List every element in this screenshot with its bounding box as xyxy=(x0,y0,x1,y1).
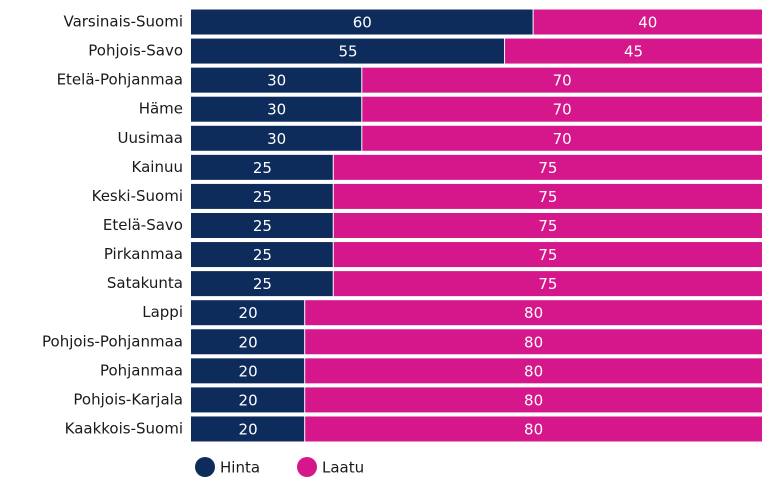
bar-segment xyxy=(191,67,362,93)
value-label: 40 xyxy=(638,14,657,32)
bar-segment xyxy=(362,125,762,151)
category-label: Pohjois-Savo xyxy=(88,42,183,60)
bar-segment xyxy=(533,9,762,35)
value-label: 75 xyxy=(538,275,557,293)
bar-segment xyxy=(305,416,762,442)
legend-marker xyxy=(195,457,215,477)
bar-segment xyxy=(191,9,533,35)
bar-segment xyxy=(191,358,305,384)
bar-segment xyxy=(191,329,305,355)
value-label: 55 xyxy=(338,43,357,61)
bar-segment xyxy=(333,154,762,180)
value-label: 30 xyxy=(267,130,286,148)
value-label: 75 xyxy=(538,246,557,264)
bar-segment xyxy=(333,242,762,268)
bar-segment xyxy=(333,212,762,238)
value-label: 75 xyxy=(538,159,557,177)
value-label: 80 xyxy=(524,304,543,322)
bar-segment xyxy=(362,67,762,93)
value-label: 25 xyxy=(253,246,272,264)
bar-segment xyxy=(305,300,762,326)
value-label: 25 xyxy=(253,188,272,206)
category-label: Pohjois-Pohjanmaa xyxy=(42,332,183,350)
value-label: 20 xyxy=(239,333,258,351)
value-label: 75 xyxy=(538,188,557,206)
bar-segment xyxy=(191,38,505,64)
bar-segment xyxy=(305,329,762,355)
category-label: Lappi xyxy=(142,303,183,321)
value-label: 25 xyxy=(253,217,272,235)
value-label: 80 xyxy=(524,391,543,409)
category-label: Pohjanmaa xyxy=(100,361,183,379)
bar-segment xyxy=(333,271,762,297)
legend-label: Laatu xyxy=(322,459,364,477)
value-label: 20 xyxy=(239,420,258,438)
value-label: 75 xyxy=(538,217,557,235)
bar-segment xyxy=(191,387,305,413)
value-label: 80 xyxy=(524,333,543,351)
category-label: Pirkanmaa xyxy=(104,245,183,263)
value-label: 80 xyxy=(524,420,543,438)
value-label: 25 xyxy=(253,159,272,177)
bar-segment xyxy=(191,212,333,238)
bar-segment xyxy=(191,125,362,151)
value-label: 25 xyxy=(253,275,272,293)
value-label: 20 xyxy=(239,362,258,380)
category-label: Etelä-Savo xyxy=(103,216,183,234)
value-label: 70 xyxy=(553,130,572,148)
bar-segment xyxy=(362,96,762,122)
value-label: 60 xyxy=(353,14,372,32)
value-label: 30 xyxy=(267,72,286,90)
bar-segment xyxy=(333,183,762,209)
bar-segment xyxy=(191,416,305,442)
bar-segment xyxy=(505,38,762,64)
category-label: Etelä-Pohjanmaa xyxy=(57,71,183,89)
value-label: 80 xyxy=(524,362,543,380)
bar-segment xyxy=(191,300,305,326)
category-label: Satakunta xyxy=(107,274,183,292)
value-label: 70 xyxy=(553,72,572,90)
bar-segment xyxy=(191,271,333,297)
bar-segment xyxy=(191,242,333,268)
category-label: Kaakkois-Suomi xyxy=(65,419,183,437)
bar-segment xyxy=(191,183,333,209)
legend-label: Hinta xyxy=(220,459,260,477)
value-label: 70 xyxy=(553,101,572,119)
category-label: Varsinais-Suomi xyxy=(63,13,183,31)
bar-segment xyxy=(191,154,333,180)
value-label: 45 xyxy=(624,43,643,61)
legend-marker xyxy=(297,457,317,477)
category-label: Keski-Suomi xyxy=(92,187,183,205)
category-label: Häme xyxy=(139,100,183,118)
bar-segment xyxy=(305,358,762,384)
category-label: Uusimaa xyxy=(118,129,183,147)
value-label: 20 xyxy=(239,304,258,322)
value-label: 30 xyxy=(267,101,286,119)
bar-segment xyxy=(191,96,362,122)
category-label: Kainuu xyxy=(132,158,183,176)
value-label: 20 xyxy=(239,391,258,409)
bar-segment xyxy=(305,387,762,413)
category-label: Pohjois-Karjala xyxy=(73,390,183,408)
